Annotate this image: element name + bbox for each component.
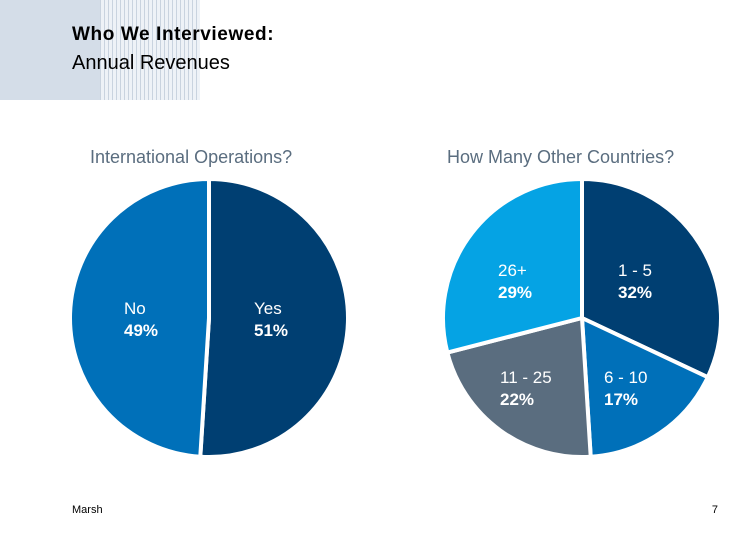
slice-label: No <box>124 299 146 318</box>
page-subtitle: Annual Revenues <box>72 52 230 74</box>
slice-value-label: 32% <box>618 283 652 302</box>
page-number: 7 <box>711 504 718 516</box>
page-title: Who We Interviewed: <box>72 24 275 45</box>
slice-value-label: 22% <box>500 390 534 409</box>
pie-slice <box>198 177 350 459</box>
chart-title: International Operations? <box>90 147 292 167</box>
pie-slice <box>445 316 593 459</box>
pie-slice <box>580 316 710 459</box>
slice-label: 26+ <box>498 261 527 280</box>
decorative-header-panel <box>0 0 200 100</box>
pie-slice <box>580 177 723 380</box>
slice-value-label: 51% <box>254 321 288 340</box>
chart-title: How Many Other Countries? <box>447 147 674 167</box>
slice-value-label: 49% <box>124 321 158 340</box>
decorative-header-block <box>0 0 100 100</box>
decorative-header-stripes <box>100 0 200 100</box>
slice-label: 6 - 10 <box>604 368 647 387</box>
slice-value-label: 29% <box>498 283 532 302</box>
pie-slice <box>441 177 584 355</box>
pie-slice <box>68 177 211 459</box>
slice-value-label: 17% <box>604 390 638 409</box>
slice-label: 1 - 5 <box>618 261 652 280</box>
slice-label: 11 - 25 <box>500 368 552 387</box>
slice-label: Yes <box>254 299 282 318</box>
footer-source: Marsh <box>72 504 103 516</box>
